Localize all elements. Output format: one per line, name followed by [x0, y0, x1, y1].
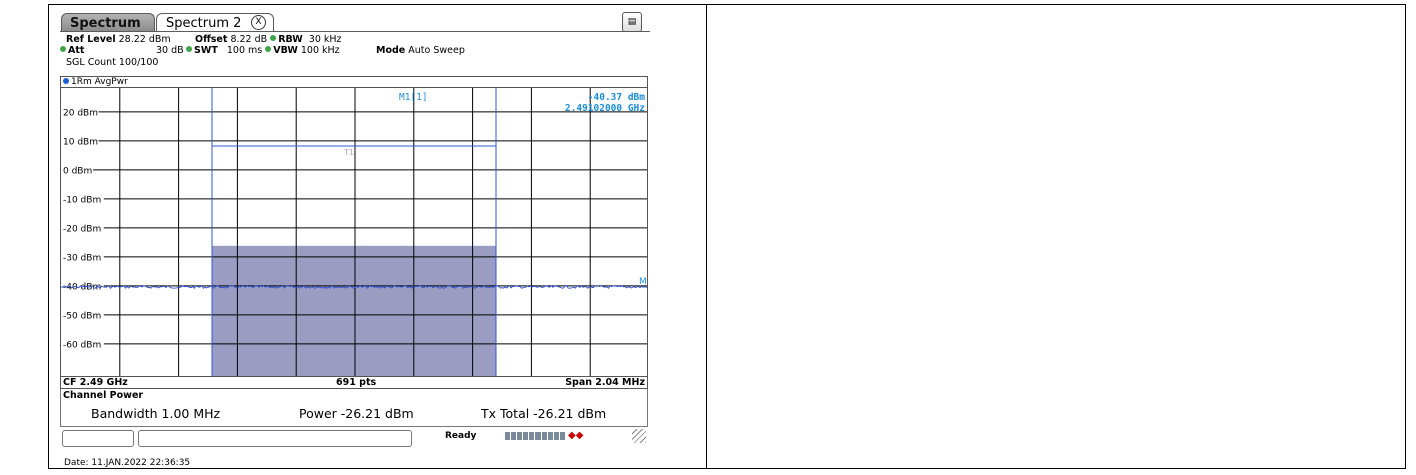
tick-label-bg — [61, 163, 93, 175]
frame-divider — [706, 4, 707, 469]
marker-name: M1[1] — [399, 92, 428, 103]
offset-param: Offset 8.22 dB RBW 30 kHz — [195, 34, 342, 45]
status-bar: Ready ◆◆ — [60, 429, 650, 447]
status-dot-icon — [60, 46, 66, 52]
frequency-span: Span 2.04 MHz — [565, 377, 645, 388]
channel-power-title: Channel Power — [63, 390, 144, 401]
close-tab-icon[interactable]: X — [251, 15, 266, 30]
y-tick-label: -50 dBm — [63, 311, 101, 321]
y-tick-label: 10 dBm — [63, 137, 98, 147]
tick-label-bg — [61, 250, 104, 262]
tab-spectrum-2-label: Spectrum 2 — [166, 16, 242, 31]
y-tick-label: -30 dBm — [63, 253, 101, 263]
sweep-points: 691 pts — [336, 377, 377, 388]
limit-line-label: T1 — [343, 148, 354, 157]
tab-spectrum-2[interactable]: Spectrum 2 X — [156, 13, 274, 32]
tick-label-bg — [61, 308, 104, 320]
channel-power-panel: Channel Power Bandwidth 1.00 MHz Power -… — [60, 389, 648, 427]
plot-footer: CF 2.49 GHz 691 pts Span 2.04 MHz — [60, 377, 648, 389]
parameter-panel: Ref Level 28.22 dBm Offset 8.22 dB RBW 3… — [60, 32, 650, 76]
resize-grip-icon[interactable] — [632, 429, 646, 443]
tick-label-bg — [61, 134, 99, 146]
trace-label-bar: 1Rm AvgPwr — [60, 76, 648, 87]
ref-level-param: Ref Level 28.22 dBm — [66, 34, 171, 45]
status-dot-icon — [186, 46, 192, 52]
tick-label-bg — [61, 279, 104, 291]
outer-frame — [48, 4, 1406, 469]
status-message-field[interactable] — [138, 430, 412, 447]
trace-indicator-icon — [63, 78, 69, 84]
tab-spectrum[interactable]: Spectrum — [61, 13, 155, 32]
y-tick-label: 0 dBm — [63, 166, 92, 176]
analyzer-screen: Spectrum Spectrum 2 X ▤ Ref Level 28.22 … — [60, 10, 650, 455]
tick-label-bg — [61, 105, 99, 117]
att-value: 30 dB — [156, 45, 184, 56]
marker-level: -40.37 dBm — [588, 92, 645, 103]
tick-label-bg — [61, 192, 104, 204]
sweep-progress-bar — [505, 432, 565, 440]
menu-dropdown-icon[interactable]: ▤ — [622, 12, 642, 32]
y-tick-label: -20 dBm — [63, 224, 101, 234]
status-dot-icon — [265, 46, 272, 52]
rohde-schwarz-logo-icon: ◆◆ — [568, 430, 584, 441]
att-param: Att — [60, 45, 84, 56]
power-value: Power -26.21 dBm — [299, 406, 414, 421]
tab-spectrum-label: Spectrum — [70, 16, 141, 31]
tx-total-value: Tx Total -26.21 dBm — [481, 406, 607, 421]
mode-param: Mode Auto Sweep — [376, 45, 465, 56]
y-tick-label: -10 dBm — [63, 195, 101, 205]
tab-bar: Spectrum Spectrum 2 X ▤ — [60, 10, 650, 32]
tick-label-bg — [61, 337, 104, 349]
channel-power-block — [212, 245, 496, 376]
status-dot-icon — [270, 35, 277, 41]
spectrum-trace — [61, 285, 647, 290]
sgl-count: SGL Count 100/100 — [66, 57, 159, 68]
swt-param: SWT 100 ms VBW 100 kHz — [186, 45, 340, 56]
spectrum-plot[interactable]: 20 dBm 10 dBm 0 dBm -10 dBm -20 dBm -30 dBm -4… — [60, 87, 648, 377]
y-tick-label: -60 dBm — [63, 340, 101, 350]
spectrum-plot-svg: 20 dBm 10 dBm 0 dBm -10 dBm -20 dBm -30 dBm -4… — [61, 88, 647, 376]
tick-label-bg — [61, 221, 104, 233]
center-frequency: CF 2.49 GHz — [63, 377, 128, 388]
marker-frequency: 2.49102000 GHz — [565, 103, 645, 114]
status-field-left[interactable] — [62, 430, 134, 447]
marker-edge-label: M — [639, 277, 647, 287]
ready-status: Ready — [445, 431, 477, 441]
tab-underline — [60, 31, 650, 32]
capture-date: Date: 11.JAN.2022 22:36:35 — [64, 458, 191, 468]
bandwidth-value: Bandwidth 1.00 MHz — [91, 406, 221, 421]
y-tick-label: 20 dBm — [63, 108, 98, 118]
